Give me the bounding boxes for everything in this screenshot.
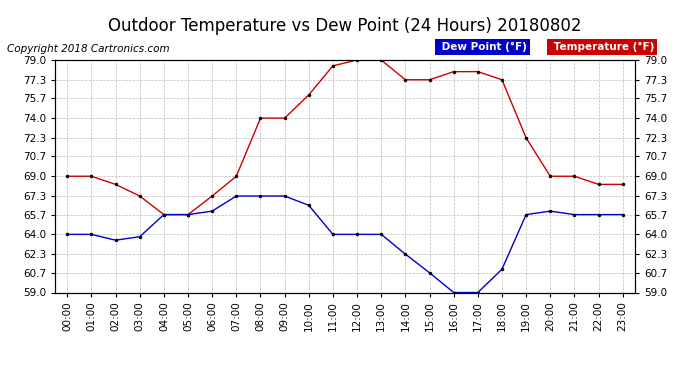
Text: Dew Point (°F): Dew Point (°F) (438, 42, 527, 52)
Text: Copyright 2018 Cartronics.com: Copyright 2018 Cartronics.com (7, 44, 170, 54)
Text: Outdoor Temperature vs Dew Point (24 Hours) 20180802: Outdoor Temperature vs Dew Point (24 Hou… (108, 17, 582, 35)
Text: Temperature (°F): Temperature (°F) (550, 42, 654, 52)
